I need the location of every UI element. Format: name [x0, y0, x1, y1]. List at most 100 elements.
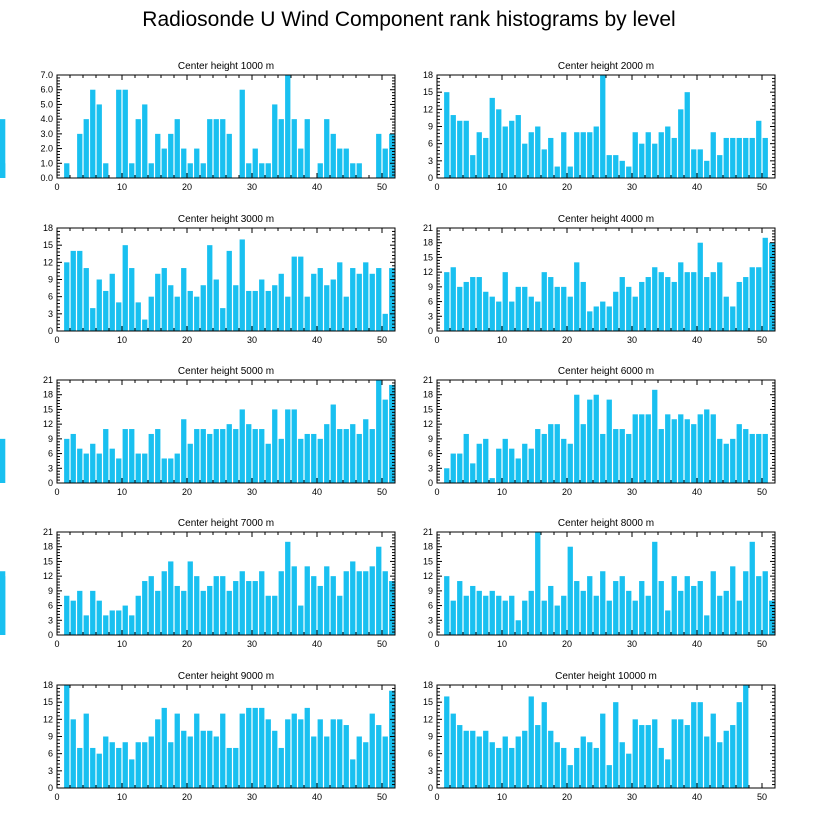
panel-8-bar	[613, 581, 619, 635]
panel-7-bar	[246, 581, 252, 635]
panel-5-bar	[116, 458, 122, 483]
panel-2-bar	[541, 149, 547, 178]
panel-7-bar	[174, 585, 180, 635]
panel-10-title: Center height 10000 m	[555, 671, 657, 682]
panel-4-bar	[574, 262, 580, 331]
panel-3-bar	[324, 285, 330, 331]
panel-4-bar	[691, 272, 697, 331]
panel-9-bar	[194, 713, 200, 788]
panel-6-bar	[626, 433, 632, 483]
panel-9-bar	[233, 747, 239, 788]
panel-9-ytick-label: 6	[48, 749, 53, 759]
panel-2-bar	[704, 160, 710, 178]
panel-6-bar	[684, 419, 690, 483]
panel-5-bar	[122, 429, 128, 483]
panel-7-bar	[304, 566, 310, 635]
panel-5-bar	[207, 433, 213, 483]
panel-6-xtick-label: 10	[497, 487, 507, 497]
panel-1-xtick-label: 30	[247, 182, 257, 192]
panel-2-bar	[645, 132, 651, 178]
panel-8-bar	[535, 532, 541, 635]
panel-1-bar	[389, 133, 395, 178]
panel-9-xtick-label: 50	[377, 792, 387, 802]
panel-7-bar	[213, 576, 219, 635]
panel-3-bar	[233, 285, 239, 331]
panel-8-bar	[756, 576, 762, 635]
panel-1-bar	[239, 89, 245, 178]
panel-1-bar	[142, 104, 148, 178]
panel-7-bar	[317, 585, 323, 635]
panel-3-bar	[83, 268, 89, 331]
panel-5-bar	[298, 438, 304, 483]
panel-7-xtick-label: 20	[182, 639, 192, 649]
panel-5-ytick-label: 12	[43, 419, 53, 429]
panel-1-bar	[246, 163, 252, 178]
panel-2-bar	[535, 126, 541, 178]
panel-10-bar	[606, 765, 612, 788]
panel-7-bar	[376, 546, 382, 635]
panel-1-bar	[382, 148, 388, 178]
panel-9-bar	[161, 707, 167, 788]
panel-5-bar	[252, 429, 258, 483]
panel-3-bar	[96, 279, 102, 331]
panel-7-bar	[109, 610, 115, 635]
panel-10-bar	[684, 725, 690, 788]
panel-7-bar	[187, 561, 193, 635]
panel-3-bar	[272, 285, 278, 331]
panel-8-bar	[470, 585, 476, 635]
panel-1-bar	[129, 163, 135, 178]
panel-7-bar	[356, 571, 362, 635]
panel-8-xtick-label: 40	[692, 639, 702, 649]
panel-5-bar	[155, 429, 161, 483]
panel-1-title: Center height 1000 m	[178, 61, 274, 72]
panel-2-bar	[658, 132, 664, 178]
panel-6-ytick-label: 6	[428, 449, 433, 459]
panel-5-bar	[382, 399, 388, 483]
panel-4-bar	[587, 311, 593, 331]
panel-2-bar	[502, 126, 508, 178]
panel-7-bar	[343, 571, 349, 635]
panel-10-bar	[561, 747, 567, 788]
panel-5-bar	[168, 458, 174, 483]
panel-6-ytick-label: 3	[428, 463, 433, 473]
panel-4-bar	[736, 281, 742, 331]
panel-9-bar	[168, 742, 174, 788]
panel-3-bar	[343, 296, 349, 331]
panel-8-bar	[476, 590, 482, 635]
panel-6-bar	[509, 448, 515, 483]
panel-5-bar	[142, 453, 148, 483]
panel-1-ytick-label: 1.0	[40, 158, 53, 168]
panel-6-bar	[502, 438, 508, 483]
panel-10-bar	[704, 736, 710, 788]
panel-7-bar	[239, 571, 245, 635]
panel-5-bar	[90, 443, 96, 483]
panel-5-bar	[129, 429, 135, 483]
panel-4-bar	[548, 277, 554, 331]
panel-4-bar	[580, 281, 586, 331]
panel-4-ytick-label: 15	[423, 252, 433, 262]
panel-10-bar	[665, 759, 671, 788]
panel-2-bar	[723, 137, 729, 178]
panel-8-bar	[704, 615, 710, 635]
panel-8-bar	[671, 576, 677, 635]
panel-8-bar	[717, 595, 723, 635]
panel-10-xtick-label: 10	[497, 792, 507, 802]
panel-10-bar	[470, 730, 476, 788]
panel-5-bar	[265, 443, 271, 483]
panel-5-bar	[109, 448, 115, 483]
panel-9-bar	[337, 719, 343, 788]
panel-5-xtick-label: 20	[182, 487, 192, 497]
panel-6-title: Center height 6000 m	[558, 366, 654, 377]
panel-5-bar	[148, 433, 154, 483]
panel-1-xtick-label: 40	[312, 182, 322, 192]
panel-9-bar	[265, 719, 271, 788]
panel-1-bar	[168, 133, 174, 178]
panel-4-ytick-label: 21	[423, 223, 433, 233]
panel-8-bar	[450, 600, 456, 635]
panel-3-bar	[129, 268, 135, 331]
panel-1-bar	[0, 163, 6, 178]
figure-title: Radiosonde U Wind Component rank histogr…	[142, 8, 676, 31]
panel-3-bar	[122, 245, 128, 331]
panel-3-xtick-label: 50	[377, 335, 387, 345]
panel-4-bar	[606, 306, 612, 331]
